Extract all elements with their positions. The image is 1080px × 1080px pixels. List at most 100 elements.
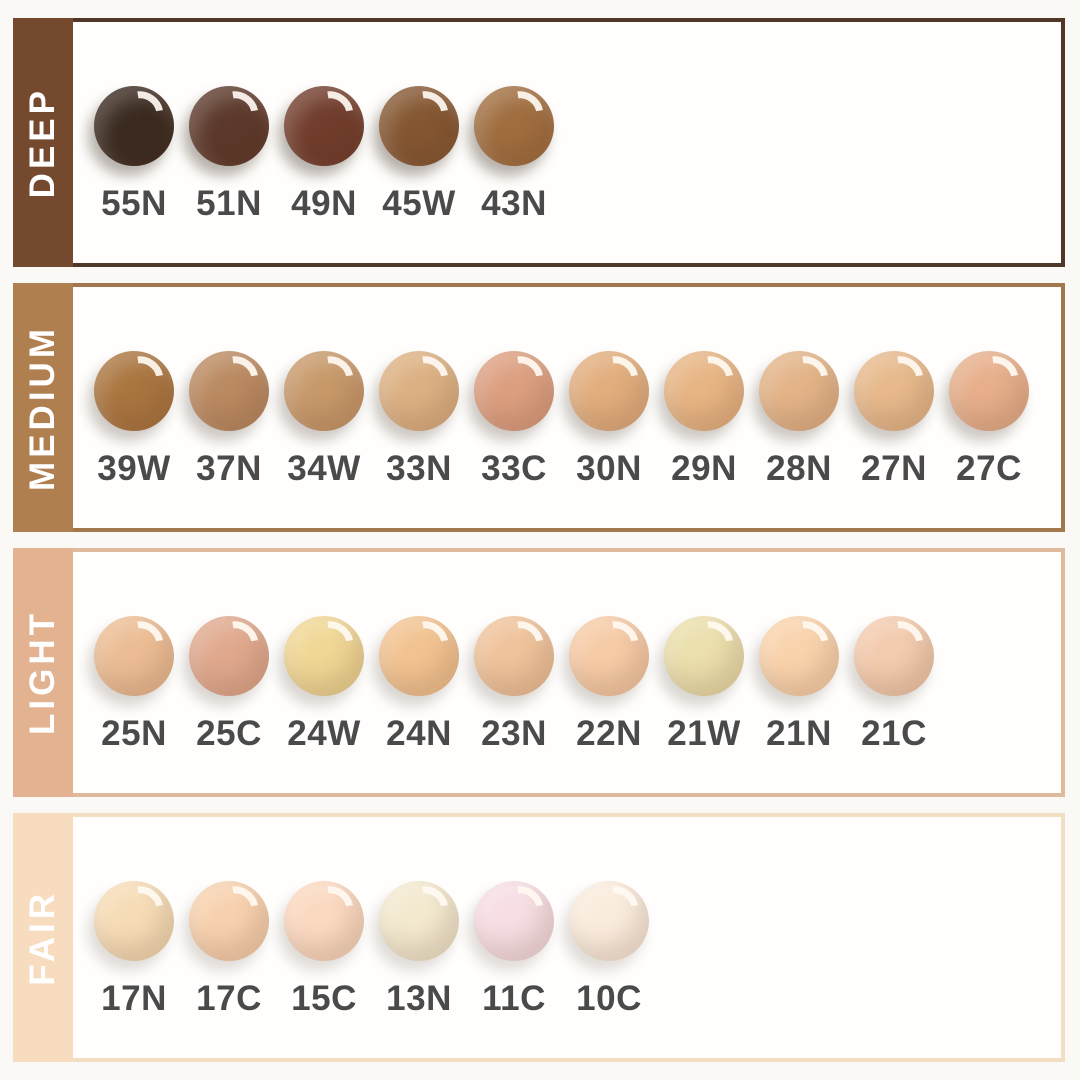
swatch-17c: 17C [189,877,269,1019]
swatch-23n: 23N [474,612,554,754]
swatch-strip: 25N 25C 24W 24N 23N 22N [94,612,934,754]
shade-code-34w: 34W [287,449,361,488]
swatch-blob-27n [854,347,934,431]
gloss-highlight-icon [302,347,362,407]
shade-code-17n: 17N [101,979,167,1018]
swatch-blob-25n [94,612,174,696]
swatch-blob-17c [189,877,269,961]
swatch-blob-27c [949,347,1029,431]
shade-code-22n: 22N [576,714,642,753]
swatch-blob-39w [94,347,174,431]
swatch-21w: 21W [664,612,744,754]
swatch-blob-37n [189,347,269,431]
swatch-blob-24n [379,612,459,696]
swatch-blob-49n [284,82,364,166]
gloss-highlight-icon [872,612,932,672]
row-category-label-fair: FAIR [23,889,62,986]
swatch-29n: 29N [664,347,744,489]
gloss-highlight-icon [397,877,457,937]
swatch-10c: 10C [569,877,649,1019]
gloss-highlight-icon [207,877,267,937]
swatch-blob-55n [94,82,174,166]
shade-code-49n: 49N [291,184,357,223]
gloss-highlight-icon [492,612,552,672]
gloss-highlight-icon [207,82,267,142]
swatch-blob-17n [94,877,174,961]
swatch-49n: 49N [284,82,364,224]
swatch-21n: 21N [759,612,839,754]
swatch-33c: 33C [474,347,554,489]
swatch-37n: 37N [189,347,269,489]
gloss-highlight-icon [397,347,457,407]
swatch-39w: 39W [94,347,174,489]
shade-code-37n: 37N [196,449,262,488]
swatch-blob-29n [664,347,744,431]
swatch-blob-28n [759,347,839,431]
gloss-highlight-icon [682,612,742,672]
gloss-highlight-icon [397,82,457,142]
row-category-label-medium: MEDIUM [23,324,62,491]
gloss-highlight-icon [302,612,362,672]
swatch-43n: 43N [474,82,554,224]
shade-code-33c: 33C [481,449,547,488]
shade-code-33n: 33N [386,449,452,488]
swatch-blob-45w [379,82,459,166]
gloss-highlight-icon [112,877,172,937]
shade-row-fair: FAIR 17N 17C 15C 13N [13,813,1065,1062]
gloss-highlight-icon [112,612,172,672]
shade-code-43n: 43N [481,184,547,223]
gloss-highlight-icon [682,347,742,407]
gloss-highlight-icon [302,877,362,937]
swatch-blob-33c [474,347,554,431]
swatch-blob-33n [379,347,459,431]
gloss-highlight-icon [587,612,647,672]
swatch-21c: 21C [854,612,934,754]
shade-code-21n: 21N [766,714,832,753]
swatch-11c: 11C [474,877,554,1019]
gloss-highlight-icon [302,82,362,142]
swatch-blob-21c [854,612,934,696]
swatch-17n: 17N [94,877,174,1019]
gloss-highlight-icon [492,82,552,142]
swatch-blob-13n [379,877,459,961]
shade-code-15c: 15C [291,979,357,1018]
swatch-13n: 13N [379,877,459,1019]
swatch-blob-15c [284,877,364,961]
shade-code-25c: 25C [196,714,262,753]
gloss-highlight-icon [967,347,1027,407]
shade-code-21c: 21C [861,714,927,753]
row-category-bar-fair: FAIR [13,813,73,1062]
swatch-blob-11c [474,877,554,961]
gloss-highlight-icon [587,347,647,407]
shade-code-28n: 28N [766,449,832,488]
row-category-bar-deep: DEEP [13,18,73,267]
swatch-34w: 34W [284,347,364,489]
swatch-blob-24w [284,612,364,696]
swatch-27c: 27C [949,347,1029,489]
swatch-25c: 25C [189,612,269,754]
swatch-51n: 51N [189,82,269,224]
row-category-bar-light: LIGHT [13,548,73,797]
gloss-highlight-icon [397,612,457,672]
swatch-blob-30n [569,347,649,431]
shade-code-23n: 23N [481,714,547,753]
row-category-bar-medium: MEDIUM [13,283,73,532]
shade-code-27n: 27N [861,449,927,488]
swatch-strip: 17N 17C 15C 13N 11C 10C [94,877,649,1019]
swatch-28n: 28N [759,347,839,489]
shade-row-deep: DEEP 55N 51N 49N 45W [13,18,1065,267]
swatch-blob-22n [569,612,649,696]
shade-code-45w: 45W [382,184,456,223]
swatch-25n: 25N [94,612,174,754]
shade-code-24n: 24N [386,714,452,753]
shade-code-25n: 25N [101,714,167,753]
shade-code-24w: 24W [287,714,361,753]
swatch-27n: 27N [854,347,934,489]
swatch-24n: 24N [379,612,459,754]
shade-code-27c: 27C [956,449,1022,488]
swatch-blob-21w [664,612,744,696]
shade-row-medium: MEDIUM 39W 37N 34W 33N [13,283,1065,532]
shade-code-10c: 10C [576,979,642,1018]
gloss-highlight-icon [112,347,172,407]
